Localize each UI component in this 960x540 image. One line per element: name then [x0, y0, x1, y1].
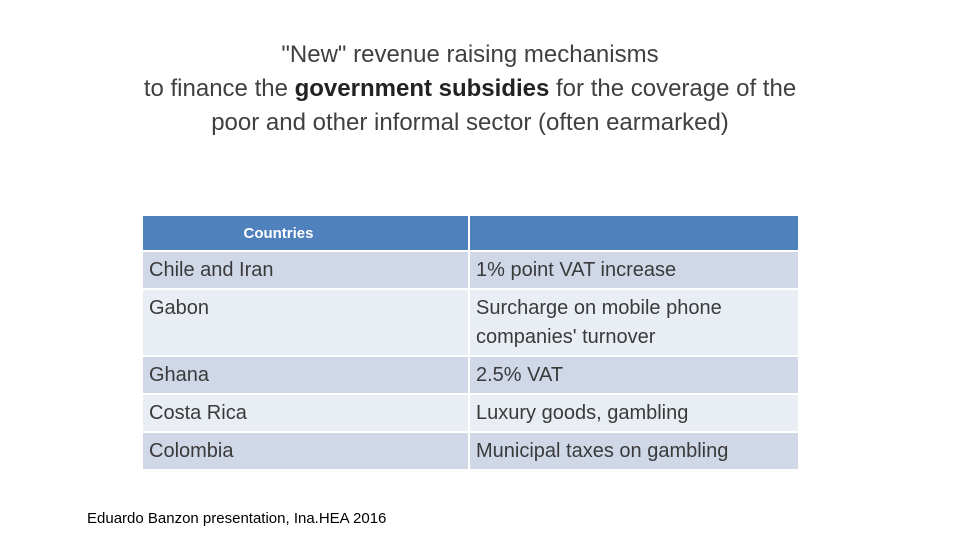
title-line-1: "New" revenue raising mechanisms	[281, 41, 659, 68]
cell-mechanism: Luxury goods, gambling	[468, 393, 800, 433]
slide-title: "New" revenue raising mechanisms to fina…	[60, 38, 880, 140]
table-header-row: Countries	[141, 214, 800, 252]
title-line-2-prefix: to finance the	[143, 75, 295, 102]
revenue-mechanisms-table: Countries Chile and Iran 1% point VAT in…	[141, 214, 800, 471]
table-row: Chile and Iran 1% point VAT increase	[141, 250, 800, 290]
cell-country: Chile and Iran	[141, 250, 470, 290]
cell-country: Gabon	[141, 288, 470, 357]
table-row: Gabon Surcharge on mobile phone companie…	[141, 288, 800, 357]
cell-country: Costa Rica	[141, 393, 470, 433]
title-line-2: to finance the government subsidies for …	[60, 72, 880, 106]
header-mechanism	[468, 214, 800, 252]
cell-mechanism: Surcharge on mobile phone companies' tur…	[468, 288, 800, 357]
table-row: Colombia Municipal taxes on gambling	[141, 431, 800, 471]
footer-citation: Eduardo Banzon presentation, Ina.HEA 201…	[87, 510, 387, 527]
cell-mechanism: Municipal taxes on gambling	[468, 431, 800, 471]
title-line-3: poor and other informal sector (often ea…	[211, 109, 729, 136]
title-line-2-suffix: for the coverage of the	[549, 75, 797, 102]
cell-country: Ghana	[141, 355, 470, 395]
cell-country: Colombia	[141, 431, 470, 471]
header-countries: Countries	[141, 214, 470, 252]
title-bold-phrase: government subsidies	[294, 75, 550, 102]
cell-mechanism: 2.5% VAT	[468, 355, 800, 395]
cell-mechanism: 1% point VAT increase	[468, 250, 800, 290]
table-row: Costa Rica Luxury goods, gambling	[141, 393, 800, 433]
table-row: Ghana 2.5% VAT	[141, 355, 800, 395]
